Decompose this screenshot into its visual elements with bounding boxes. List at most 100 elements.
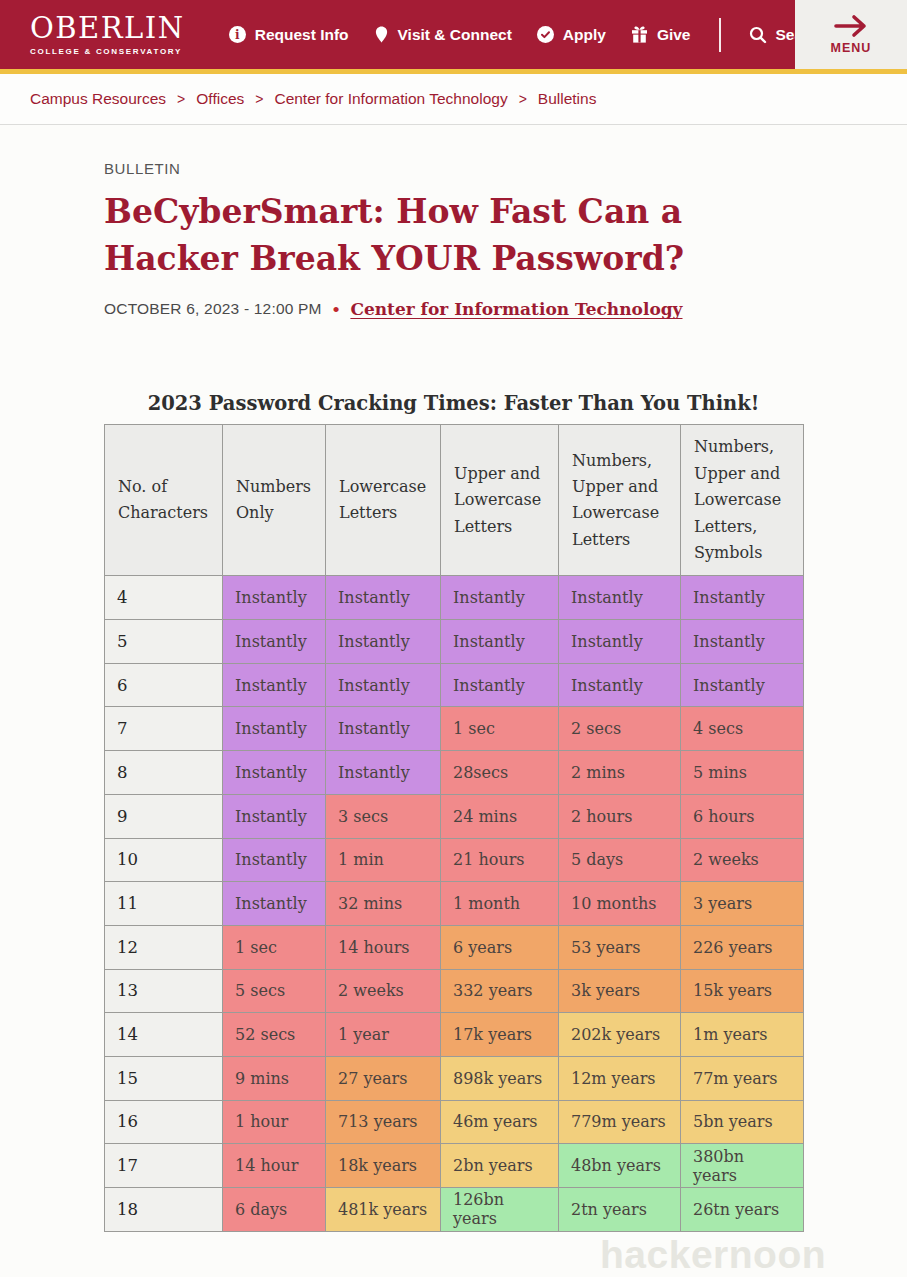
char-count-cell: 18	[105, 1188, 223, 1232]
char-count-cell: 17	[105, 1144, 223, 1188]
table-row: 186 days481k years126bn years2tn years26…	[105, 1188, 804, 1232]
pin-icon	[374, 26, 389, 44]
crack-time-cell: 779m years	[559, 1100, 681, 1144]
crack-time-cell: 1 sec	[441, 707, 559, 751]
crack-time-cell: Instantly	[441, 576, 559, 620]
crack-time-cell: 32 mins	[326, 882, 441, 926]
crack-time-cell: 3k years	[559, 969, 681, 1013]
column-header: Numbers Only	[223, 425, 326, 576]
crack-time-cell: 713 years	[326, 1100, 441, 1144]
crack-time-cell: Instantly	[223, 794, 326, 838]
char-count-cell: 12	[105, 925, 223, 969]
crack-time-cell: 5bn years	[681, 1100, 804, 1144]
crack-time-cell: 2 weeks	[326, 969, 441, 1013]
gift-icon	[631, 26, 648, 43]
crack-time-cell: 5 secs	[223, 969, 326, 1013]
password-cracking-table: No. of Characters Numbers Only Lowercase…	[104, 424, 804, 1231]
column-header: No. of Characters	[105, 425, 223, 576]
crack-time-cell: 27 years	[326, 1056, 441, 1100]
nav-apply[interactable]: Apply	[537, 26, 606, 44]
crack-time-cell: 1 year	[326, 1013, 441, 1057]
crack-time-cell: 24 mins	[441, 794, 559, 838]
bulletin-eyebrow: BULLETIN	[104, 160, 803, 177]
crack-time-cell: 6 days	[223, 1188, 326, 1232]
crack-time-cell: 332 years	[441, 969, 559, 1013]
crack-time-cell: 52 secs	[223, 1013, 326, 1057]
nav-give[interactable]: Give	[631, 26, 691, 44]
breadcrumb-offices[interactable]: Offices	[196, 90, 244, 108]
table-row: 8InstantlyInstantly28secs2 mins5 mins	[105, 751, 804, 795]
char-count-cell: 10	[105, 838, 223, 882]
crack-time-cell: 126bn years	[441, 1188, 559, 1232]
nav-label: Apply	[563, 26, 606, 44]
char-count-cell: 13	[105, 969, 223, 1013]
table-header-row: No. of Characters Numbers Only Lowercase…	[105, 425, 804, 576]
table-row: 9Instantly3 secs24 mins2 hours6 hours	[105, 794, 804, 838]
crack-time-cell: 4 secs	[681, 707, 804, 751]
info-icon: i	[229, 26, 246, 43]
table-row: 159 mins27 years898k years12m years77m y…	[105, 1056, 804, 1100]
crack-time-cell: 17k years	[441, 1013, 559, 1057]
crack-time-cell: 1 hour	[223, 1100, 326, 1144]
table-row: 7InstantlyInstantly1 sec2 secs4 secs	[105, 707, 804, 751]
crack-time-cell: Instantly	[681, 663, 804, 707]
crack-time-cell: 1 sec	[223, 925, 326, 969]
crack-time-cell: 10 months	[559, 882, 681, 926]
crack-time-cell: 2 mins	[559, 751, 681, 795]
crack-time-cell: Instantly	[223, 838, 326, 882]
crack-time-cell: 6 years	[441, 925, 559, 969]
char-count-cell: 14	[105, 1013, 223, 1057]
column-header: Lowercase Letters	[326, 425, 441, 576]
char-count-cell: 7	[105, 707, 223, 751]
crack-time-cell: 2 weeks	[681, 838, 804, 882]
breadcrumb-cit[interactable]: Center for Information Technology	[274, 90, 507, 108]
crack-time-cell: Instantly	[326, 576, 441, 620]
table-row: 4InstantlyInstantlyInstantlyInstantlyIns…	[105, 576, 804, 620]
char-count-cell: 11	[105, 882, 223, 926]
char-count-cell: 15	[105, 1056, 223, 1100]
char-count-cell: 6	[105, 663, 223, 707]
crack-time-cell: 2tn years	[559, 1188, 681, 1232]
crack-time-cell: 380bn years	[681, 1144, 804, 1188]
crack-time-cell: Instantly	[681, 576, 804, 620]
crack-time-cell: 1m years	[681, 1013, 804, 1057]
search-icon	[749, 26, 767, 44]
department-link[interactable]: Center for Information Technology	[350, 299, 682, 319]
char-count-cell: 16	[105, 1100, 223, 1144]
crack-time-cell: 12m years	[559, 1056, 681, 1100]
crack-time-cell: Instantly	[223, 663, 326, 707]
arrow-right-icon	[834, 14, 868, 38]
crack-time-cell: Instantly	[223, 882, 326, 926]
page: OBERLIN COLLEGE & CONSERVATORY i Request…	[0, 0, 907, 1277]
crack-time-cell: 5 mins	[681, 751, 804, 795]
crack-table-body: 4InstantlyInstantlyInstantlyInstantlyIns…	[105, 576, 804, 1231]
crack-time-cell: 202k years	[559, 1013, 681, 1057]
crack-time-cell: 9 mins	[223, 1056, 326, 1100]
crack-time-cell: Instantly	[441, 663, 559, 707]
table-row: 6InstantlyInstantlyInstantlyInstantlyIns…	[105, 663, 804, 707]
crack-time-cell: Instantly	[326, 620, 441, 664]
breadcrumb-separator: >	[519, 91, 527, 107]
article-meta: OCTOBER 6, 2023 - 12:00 PM • Center for …	[104, 299, 803, 319]
menu-button[interactable]: MENU	[795, 0, 907, 69]
char-count-cell: 8	[105, 751, 223, 795]
crack-time-cell: Instantly	[681, 620, 804, 664]
meta-bullet: •	[333, 300, 340, 319]
char-count-cell: 5	[105, 620, 223, 664]
breadcrumb-campus-resources[interactable]: Campus Resources	[30, 90, 166, 108]
crack-time-cell: 6 hours	[681, 794, 804, 838]
crack-time-cell: 481k years	[326, 1188, 441, 1232]
crack-time-cell: Instantly	[223, 576, 326, 620]
breadcrumb: Campus Resources > Offices > Center for …	[0, 74, 907, 125]
nav-request-info[interactable]: i Request Info	[229, 26, 349, 44]
crack-time-cell: 77m years	[681, 1056, 804, 1100]
crack-time-cell: 5 days	[559, 838, 681, 882]
nav-visit-connect[interactable]: Visit & Connect	[374, 26, 512, 44]
table-row: 121 sec14 hours6 years53 years226 years	[105, 925, 804, 969]
table-row: 135 secs2 weeks332 years3k years15k year…	[105, 969, 804, 1013]
crack-time-cell: Instantly	[441, 620, 559, 664]
breadcrumb-bulletins[interactable]: Bulletins	[538, 90, 597, 108]
crack-time-cell: Instantly	[326, 751, 441, 795]
breadcrumb-separator: >	[255, 91, 263, 107]
oberlin-logo[interactable]: OBERLIN COLLEGE & CONSERVATORY	[30, 14, 185, 56]
